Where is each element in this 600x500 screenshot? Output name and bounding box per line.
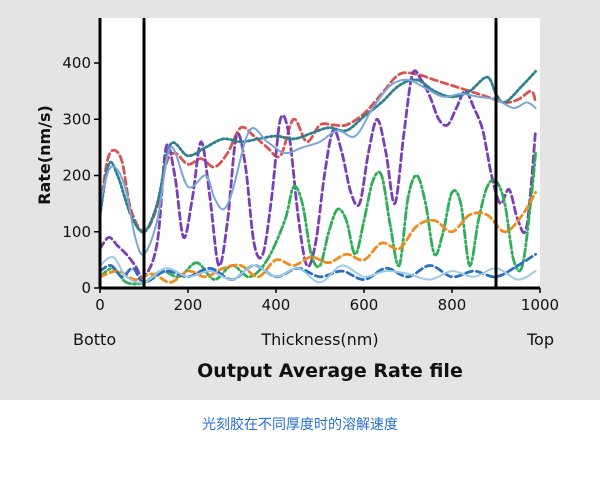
x-end-label: Top (526, 330, 554, 349)
x-tick-label: 600 (350, 296, 379, 314)
series-line-3 (98, 70, 537, 234)
y-tick-label: 400 (62, 54, 91, 72)
x-tick-label: 200 (174, 296, 203, 314)
series-layer (98, 69, 537, 286)
x-tick-label: 400 (262, 296, 291, 314)
y-tick-label: 0 (81, 279, 91, 297)
chart-title: Output Average Rate file (197, 360, 463, 382)
y-axis-label: Rate(nm/s) (35, 105, 54, 205)
series-line-6 (98, 191, 537, 284)
y-tick-label: 300 (62, 110, 91, 128)
series-line-8 (99, 255, 537, 284)
chart: 0 100 200 300 400 0 200 400 600 800 1000 Rate(nm/s… (35, 18, 559, 382)
x-tick-label: 1000 (521, 296, 559, 314)
x-tick-label: 800 (438, 296, 467, 314)
y-tick-label: 100 (62, 223, 91, 241)
figure-caption: 光刻胶在不同厚度时的溶解速度 (202, 417, 398, 433)
figure-panel: 0 100 200 300 400 0 200 400 600 800 1000 Rate(nm/s… (0, 0, 600, 400)
x-axis-label: Thickness(nm) (260, 330, 378, 349)
axes: 0 100 200 300 400 0 200 400 600 800 1000 (62, 54, 559, 314)
x-tick-label: 0 (95, 296, 105, 314)
y-tick-label: 200 (62, 167, 91, 185)
series-line-2 (98, 69, 537, 279)
x-start-label: Botto (73, 330, 116, 349)
